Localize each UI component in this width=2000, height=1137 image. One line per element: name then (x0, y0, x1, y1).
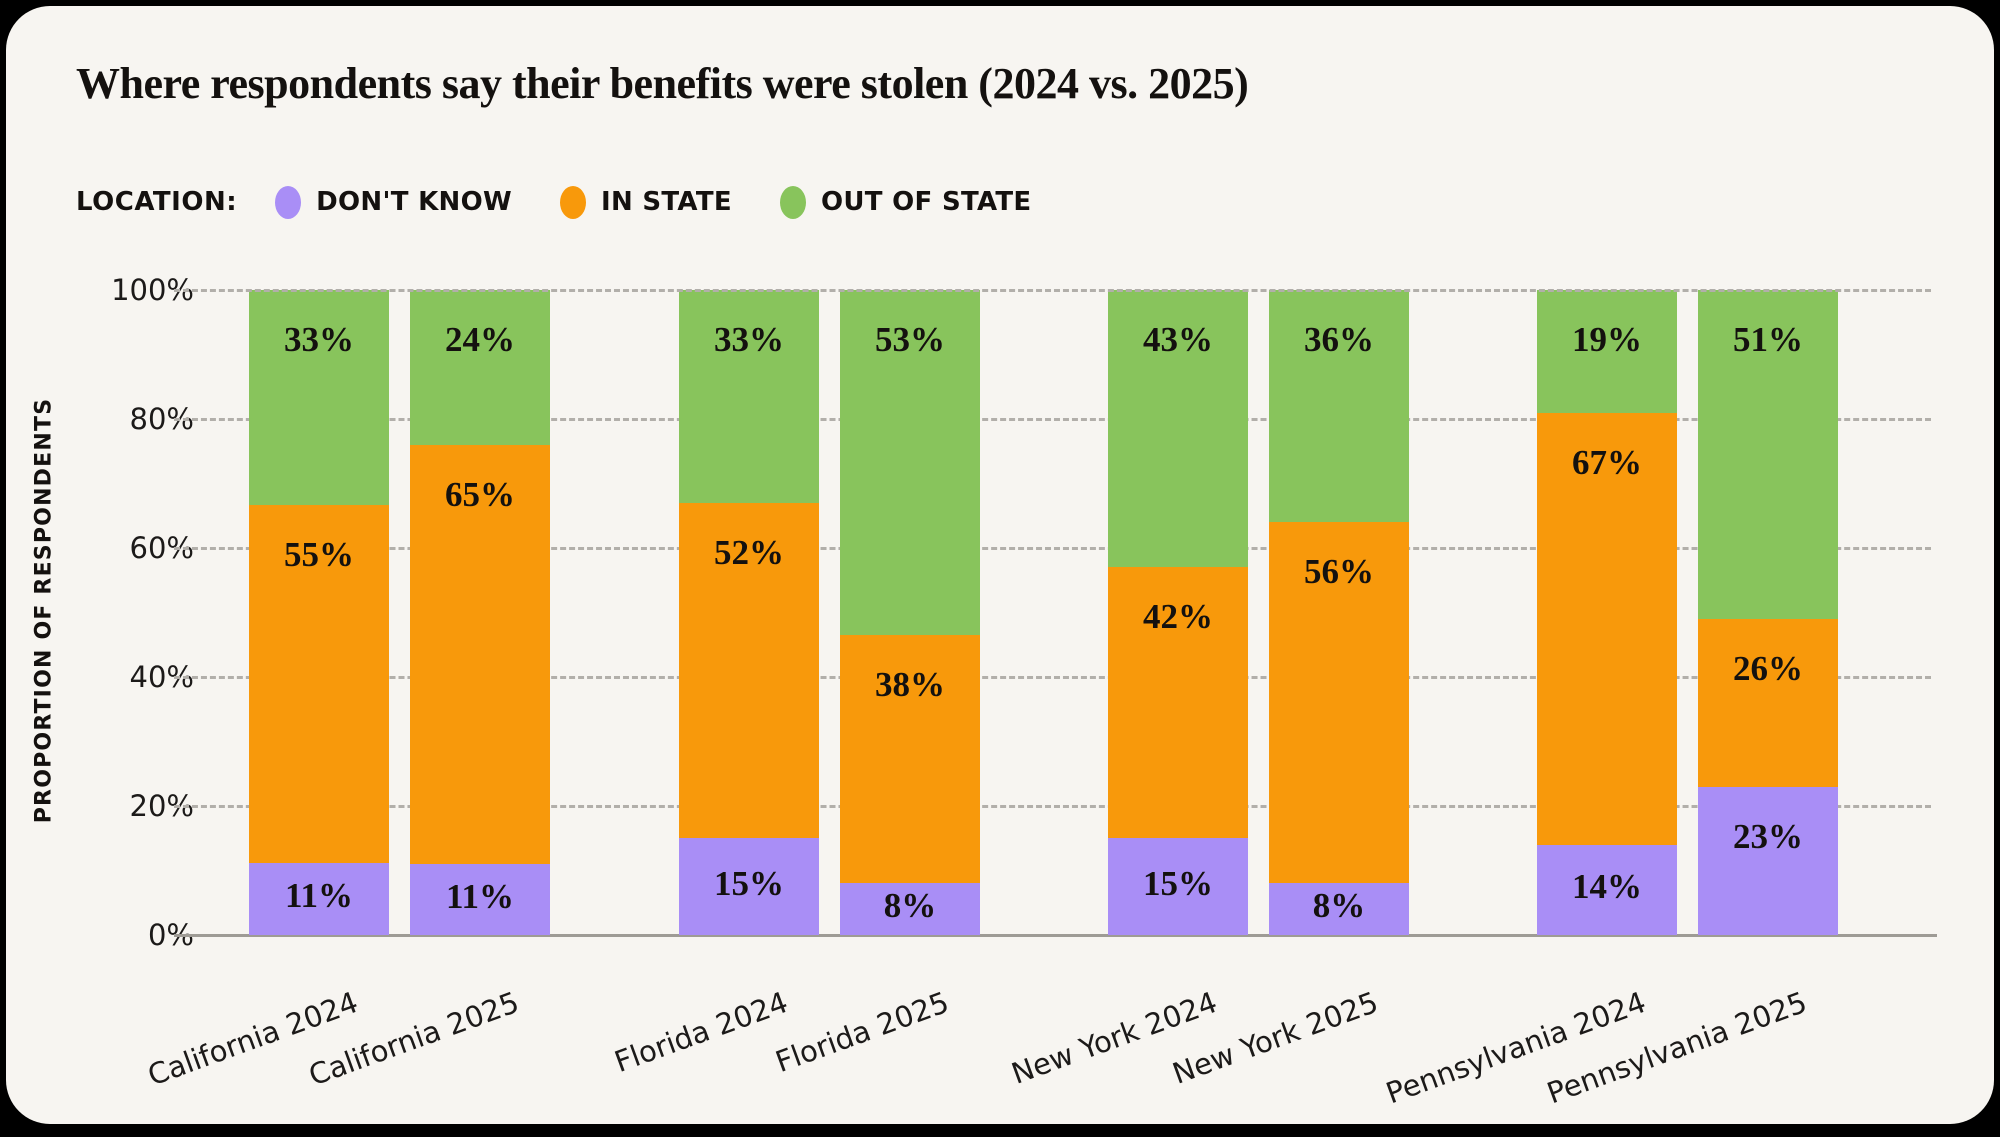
bar-segment: 55% (249, 505, 389, 864)
segment-value-label: 11% (445, 876, 515, 916)
segment-value-label: 26% (1733, 648, 1803, 688)
segment-value-label: 24% (445, 320, 515, 360)
x-tick-label: Florida 2025 (771, 985, 954, 1080)
segment-value-label: 33% (714, 320, 784, 360)
segment-value-label: 15% (714, 863, 784, 903)
bar-segment: 33% (249, 290, 389, 506)
bar-segment: 8% (1269, 883, 1409, 935)
x-axis-labels: California 2024 California 2025 Florida 20… (144, 935, 1931, 1125)
chart-title: Where respondents say their benefits wer… (76, 59, 1249, 108)
bar-segment: 15% (679, 838, 819, 935)
bar-segment: 67% (1537, 412, 1677, 845)
legend-item-2: OUT OF STATE (779, 185, 1032, 219)
bar-segment: 43% (1108, 290, 1248, 568)
segment-value-label: 55% (284, 535, 354, 575)
y-axis-ticks: 0% 20% 40% 60% 80% 100% (6, 273, 194, 952)
bar-segment: 19% (1537, 290, 1677, 413)
segment-value-label: 8% (883, 885, 937, 925)
gridline-100 (174, 288, 1931, 292)
stacked-bar-5: 8% 56% 36% (1269, 290, 1409, 935)
legend-dot-icon (275, 185, 302, 219)
legend-item-label: OUT OF STATE (820, 187, 1032, 217)
bar-plot-area: 11% 55% 33% 11% 65% 24% 15% 52% 33% 8% 38% 53% 15% 42… (211, 290, 1931, 935)
segment-value-label: 8% (1312, 886, 1366, 926)
segment-value-label: 56% (1304, 552, 1374, 592)
x-axis-line (174, 933, 1937, 937)
segment-value-label: 36% (1304, 320, 1374, 360)
legend-title: LOCATION: (76, 187, 238, 217)
segment-value-label: 15% (1143, 863, 1213, 903)
bar-segment: 11% (410, 864, 550, 935)
bar-segment: 53% (840, 290, 980, 636)
gridline-80 (174, 417, 1931, 421)
legend-item-label: DON'T KNOW (316, 187, 512, 217)
stacked-bar-7: 23% 26% 51% (1698, 290, 1838, 935)
segment-value-label: 53% (875, 320, 945, 360)
segment-value-label: 52% (714, 532, 784, 572)
segment-value-label: 65% (445, 474, 515, 514)
gridlines (174, 288, 1937, 937)
bar-segment: 11% (249, 863, 389, 935)
x-tick-label: Pennsylvania 2024 (1381, 985, 1651, 1111)
legend-item-label: IN STATE (601, 187, 732, 217)
bar-segment: 38% (840, 635, 980, 883)
stacked-bar-0: 11% 55% 33% (249, 290, 389, 935)
bar-segment: 52% (679, 502, 819, 839)
segment-value-label: 42% (1143, 597, 1213, 637)
bar-segment: 8% (840, 882, 980, 935)
segment-value-label: 33% (284, 320, 354, 360)
bar-segment: 26% (1698, 618, 1838, 787)
segment-value-label: 51% (1733, 320, 1803, 360)
bar-segment: 14% (1537, 844, 1677, 935)
segment-value-label: 23% (1733, 816, 1803, 856)
stacked-bar-6: 14% 67% 19% (1537, 290, 1677, 935)
segment-value-label: 43% (1143, 320, 1213, 360)
stacked-bar-4: 15% 42% 43% (1108, 290, 1248, 935)
bar-segment: 36% (1269, 290, 1409, 523)
segment-value-label: 14% (1572, 866, 1642, 906)
bar-segment: 65% (410, 444, 550, 865)
legend-dot-icon (779, 185, 806, 219)
legend-item-0: DON'T KNOW (275, 185, 512, 219)
stacked-bar-3: 8% 38% 53% (840, 290, 980, 935)
x-tick-label: Florida 2024 (610, 985, 793, 1080)
legend-dot-icon (560, 185, 586, 219)
bar-segment: 15% (1108, 838, 1248, 935)
bar-segment: 51% (1698, 290, 1838, 619)
bar-segment: 24% (410, 290, 550, 445)
bar-segment: 23% (1698, 786, 1838, 935)
stacked-bar-1: 11% 65% 24% (410, 290, 550, 935)
segment-value-label: 38% (875, 665, 945, 705)
gridline-20 (174, 804, 1931, 808)
chart-panel: Where respondents say their benefits wer… (6, 6, 1994, 1124)
segment-value-label: 67% (1572, 442, 1642, 482)
bar-segment: 56% (1269, 522, 1409, 884)
legend-item-1: IN STATE (560, 185, 732, 219)
segment-value-label: 11% (284, 876, 354, 916)
gridline-40 (174, 675, 1931, 679)
legend: LOCATION: DON'T KNOW IN STATE OUT OF STATE (76, 182, 1054, 222)
stacked-bar-2: 15% 52% 33% (679, 290, 819, 935)
segment-value-label: 19% (1572, 320, 1642, 360)
bar-segment: 42% (1108, 567, 1248, 839)
bar-segment: 33% (679, 290, 819, 503)
gridline-60 (174, 546, 1931, 550)
